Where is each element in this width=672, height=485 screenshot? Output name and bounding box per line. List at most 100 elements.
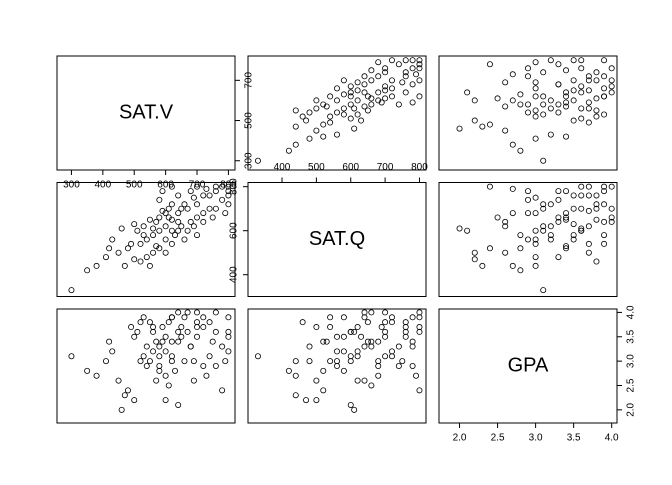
point [368, 309, 375, 316]
point [313, 127, 320, 134]
point [109, 348, 116, 355]
point [194, 201, 201, 208]
point [194, 319, 201, 326]
x-tick-label: 700 [189, 180, 206, 191]
point [156, 214, 163, 221]
variable-name: GPA [508, 354, 549, 376]
point [416, 387, 423, 394]
point [486, 183, 493, 190]
point [563, 93, 570, 100]
point [593, 107, 600, 114]
point [354, 97, 361, 104]
point [194, 333, 201, 340]
point [313, 105, 320, 112]
point [354, 377, 361, 384]
point [212, 362, 219, 369]
point [320, 338, 327, 345]
point [320, 387, 327, 394]
point [181, 236, 188, 243]
point [578, 192, 585, 199]
point [563, 188, 570, 195]
point [456, 225, 463, 232]
panel-frame [438, 55, 618, 171]
point [486, 245, 493, 252]
point [517, 232, 524, 239]
point [608, 214, 615, 221]
point [194, 324, 201, 331]
point [212, 188, 219, 195]
point [547, 201, 554, 208]
point [140, 232, 147, 239]
point [143, 362, 150, 369]
point [150, 225, 157, 232]
point [131, 333, 138, 340]
point [388, 93, 395, 100]
point [364, 107, 371, 114]
point [225, 333, 232, 340]
point [570, 232, 577, 239]
point [168, 353, 175, 360]
point [254, 353, 261, 360]
point [456, 125, 463, 132]
point [578, 225, 585, 232]
x-tick-label: 700 [377, 162, 394, 173]
point [375, 89, 382, 96]
point [131, 256, 138, 263]
point [153, 338, 160, 345]
point [323, 103, 330, 110]
point [388, 353, 395, 360]
point [540, 101, 547, 108]
x-tick-label: 3.5 [567, 433, 581, 444]
point [502, 249, 509, 256]
point [115, 377, 122, 384]
point [547, 105, 554, 112]
point [593, 201, 600, 208]
point [134, 227, 141, 234]
point [190, 377, 197, 384]
point [187, 188, 194, 195]
point [323, 338, 330, 345]
point [225, 348, 232, 355]
point [354, 324, 361, 331]
point [306, 135, 313, 142]
point [212, 328, 219, 335]
point [333, 362, 340, 369]
point [578, 183, 585, 190]
point [547, 236, 554, 243]
point [121, 262, 128, 269]
point [206, 353, 213, 360]
point [486, 61, 493, 68]
point [585, 119, 592, 126]
point [395, 362, 402, 369]
point [162, 333, 169, 340]
point [593, 77, 600, 84]
point [156, 367, 163, 374]
point [593, 113, 600, 120]
point [509, 210, 516, 217]
point [382, 69, 389, 76]
point [525, 210, 532, 217]
point [162, 397, 169, 404]
point [172, 367, 179, 374]
point [578, 105, 585, 112]
point [570, 117, 577, 124]
point [194, 214, 201, 221]
x-tick-label: 800 [411, 162, 428, 173]
point [540, 93, 547, 100]
point [608, 205, 615, 212]
point [153, 218, 160, 225]
point [200, 192, 207, 199]
point [175, 192, 182, 199]
y-tick-label: 2.5 [626, 378, 637, 392]
point [378, 99, 385, 106]
point [555, 188, 562, 195]
point [254, 157, 261, 164]
point [165, 382, 172, 389]
point [225, 328, 232, 335]
point [178, 205, 185, 212]
point [320, 133, 327, 140]
point [102, 358, 109, 365]
point [502, 223, 509, 230]
point [212, 183, 219, 190]
point [162, 372, 169, 379]
